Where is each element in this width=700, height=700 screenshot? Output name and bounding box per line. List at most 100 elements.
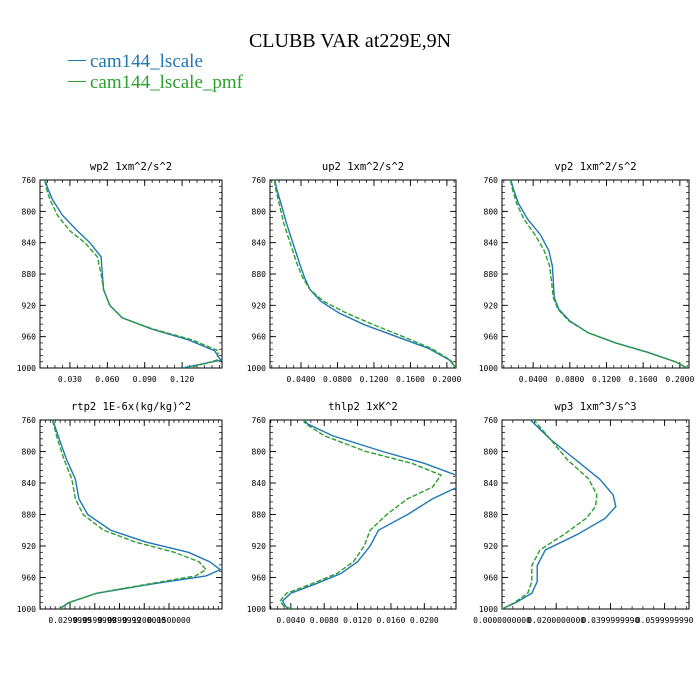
x-tick-label: 0.030 (58, 375, 82, 384)
y-tick-label: 920 (252, 301, 267, 310)
y-tick-label: 800 (252, 448, 267, 457)
y-tick-label: 1000 (17, 605, 36, 614)
y-tick-label: 880 (252, 270, 267, 279)
chart-panel-6: wp3 1xm^3/s^30.00000000000.02000000000.0… (473, 401, 694, 625)
y-tick-label: 880 (22, 511, 37, 520)
series-line-lscale (510, 180, 688, 368)
x-tick-label: 0.1200000 (123, 616, 167, 625)
y-tick-label: 1000 (479, 605, 498, 614)
chart-panel-1: wp2 1xm^2/s^2 0.030 0.060 0.090 0.120 760 800 8… (17, 161, 223, 384)
series-line-lscale-pmf (44, 180, 220, 368)
y-tick-label: 920 (22, 301, 37, 310)
y-tick-label: 760 (484, 416, 499, 425)
y-tick-label: 800 (484, 207, 499, 216)
panel-title: wp2 1xm^2/s^2 (90, 161, 172, 173)
plot-frame (39, 179, 223, 369)
x-tick-label: 0.0599999990 (636, 616, 694, 625)
y-tick-label: 880 (22, 270, 37, 279)
y-tick-label: 840 (22, 479, 37, 488)
x-tick-label: 0.1500000 (147, 616, 191, 625)
x-tick-label: 0.0200 (410, 616, 439, 625)
legend-item-lscale-pmf: cam144_lscale_pmf (68, 72, 243, 94)
y-tick-label: 1000 (479, 364, 498, 373)
panel-title: rtp2 1E-6x(kg/kg)^2 (71, 401, 191, 413)
y-tick-label: 800 (252, 207, 267, 216)
series-line-lscale-pmf (273, 180, 456, 368)
x-tick-label: 0.1200 (592, 375, 621, 384)
y-tick-label: 800 (484, 448, 499, 457)
series-line-lscale (52, 420, 222, 609)
legend-swatch-lscale (68, 60, 86, 62)
y-tick-label: 880 (484, 270, 499, 279)
plot-frame (269, 179, 457, 369)
series-line-lscale-pmf (502, 420, 598, 609)
x-tick-label: 0.090 (133, 375, 157, 384)
chart-panel-5: thlp2 1xK^2 0.0040 0.0080 0.0120 0.0160 0.020… (247, 401, 457, 625)
y-tick-label: 960 (484, 574, 499, 583)
x-tick-label: 0.1600 (396, 375, 425, 384)
x-tick-label: 0.0399999990 (582, 616, 640, 625)
y-tick-label: 840 (252, 479, 267, 488)
x-tick-label: 0.0400 (287, 375, 316, 384)
y-tick-label: 960 (22, 574, 37, 583)
y-tick-label: 800 (22, 207, 37, 216)
series-line-lscale-pmf (509, 180, 688, 368)
y-tick-label: 960 (252, 333, 267, 342)
y-tick-label: 760 (22, 176, 37, 185)
x-tick-label: 0.0899999 (98, 616, 142, 625)
panel-title: wp3 1xm^3/s^3 (554, 401, 636, 413)
legend-label-lscale: cam144_lscale (90, 51, 203, 72)
plot-frame (39, 419, 223, 610)
y-tick-label: 1000 (17, 364, 36, 373)
x-tick-label: 0.2000 (665, 375, 694, 384)
x-tick-label: 0.0040 (276, 616, 305, 625)
panel-title: vp2 1xm^2/s^2 (554, 161, 636, 173)
plot-frame (501, 419, 690, 610)
chart-panel-4: rtp2 1E-6x(kg/kg)^2 0.02999990.05999990.0… (17, 401, 223, 625)
series-line-lscale (281, 420, 456, 609)
x-tick-label: 0.0299999 (48, 616, 92, 625)
x-tick-label: 0.0160 (376, 616, 405, 625)
plot-frame (501, 179, 690, 369)
x-tick-label: 0.0400 (519, 375, 548, 384)
x-tick-label: 0.1600 (629, 375, 658, 384)
x-tick-label: 0.0200000000 (527, 616, 585, 625)
y-tick-label: 960 (252, 574, 267, 583)
y-tick-label: 840 (484, 479, 499, 488)
legend-swatch-lscale-pmf (68, 81, 86, 83)
x-tick-label: 0.0000000000 (473, 616, 531, 625)
panel-title: up2 1xm^2/s^2 (322, 161, 404, 173)
y-tick-label: 1000 (247, 605, 266, 614)
x-tick-label: 0.1200 (359, 375, 388, 384)
y-tick-label: 800 (22, 448, 37, 457)
figure-title: CLUBB VAR at229E,9N (248, 30, 452, 52)
y-tick-label: 880 (252, 511, 267, 520)
y-tick-label: 840 (484, 239, 499, 248)
y-tick-label: 1000 (247, 364, 266, 373)
x-tick-label: 0.0080 (310, 616, 339, 625)
y-tick-label: 920 (484, 301, 499, 310)
x-tick-label: 0.0120 (343, 616, 372, 625)
y-tick-label: 840 (22, 239, 37, 248)
x-tick-label: 0.060 (95, 375, 119, 384)
x-tick-label: 0.0599999 (73, 616, 117, 625)
x-tick-label: 0.0800 (323, 375, 352, 384)
y-tick-label: 920 (252, 542, 267, 551)
y-tick-label: 760 (252, 176, 267, 185)
y-tick-label: 840 (252, 239, 267, 248)
series-line-lscale (502, 420, 617, 609)
x-tick-label: 0.120 (170, 375, 194, 384)
y-tick-label: 760 (22, 416, 37, 425)
legend-label-lscale-pmf: cam144_lscale_pmf (90, 72, 244, 93)
x-tick-label: 0.2000 (432, 375, 461, 384)
series-line-lscale (274, 180, 456, 368)
series-line-lscale-pmf (279, 420, 443, 609)
y-tick-label: 920 (22, 542, 37, 551)
series-line-lscale (44, 180, 222, 368)
chart-panel-3: vp2 1xm^2/s^2 0.0400 0.0800 0.1200 0.1600 0.2… (479, 161, 695, 384)
y-tick-label: 880 (484, 511, 499, 520)
y-tick-label: 760 (484, 176, 499, 185)
legend-item-lscale: cam144_lscale (68, 51, 203, 73)
y-tick-label: 760 (252, 416, 267, 425)
